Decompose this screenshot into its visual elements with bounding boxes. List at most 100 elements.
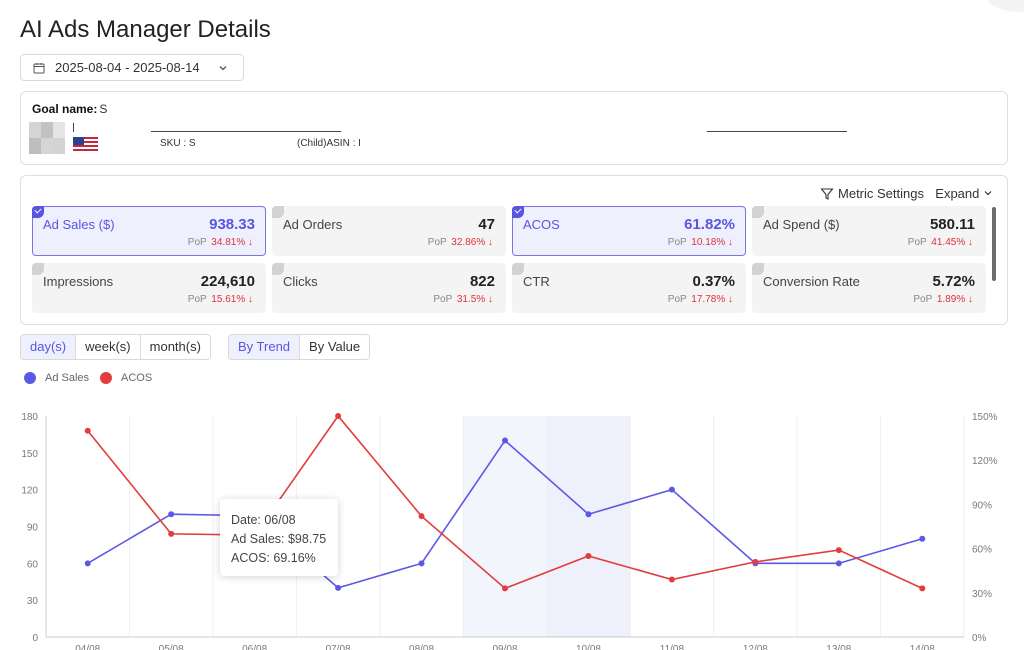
data-point-ad-sales [668, 486, 675, 493]
y-left-tick-label: 30 [27, 596, 39, 607]
metric-pop: PoP 15.61% ↓ [187, 294, 253, 305]
product-thumbnail [29, 122, 65, 154]
redacted-text [151, 131, 341, 132]
goal-name: Goal name: S [32, 102, 108, 116]
y-left-tick-label: 150 [21, 449, 38, 460]
x-tick-label: 12/08 [743, 644, 768, 650]
metric-checkbox[interactable] [512, 206, 524, 218]
metric-name: Ad Sales ($) [43, 217, 115, 232]
y-right-tick-label: 90% [972, 500, 992, 511]
legend-label-ad-sales[interactable]: Ad Sales [45, 372, 90, 384]
y-left-tick-label: 90 [27, 523, 39, 534]
y-right-tick-label: 120% [972, 456, 998, 467]
data-point-acos [919, 585, 926, 592]
redacted-text [73, 123, 74, 132]
data-point-ad-sales [168, 511, 175, 518]
view-by-value[interactable]: By Value [300, 335, 370, 359]
view-mode-toggle: By Trend By Value [228, 334, 371, 360]
data-point-ad-sales [84, 560, 91, 567]
x-tick-label: 08/08 [409, 644, 434, 650]
x-tick-label: 11/08 [660, 644, 685, 650]
metric-checkbox[interactable] [32, 206, 44, 218]
metric-tile[interactable]: Ad Spend ($) 580.11 PoP 41.45% ↓ [752, 206, 986, 256]
x-tick-label: 14/08 [910, 644, 935, 650]
metric-tile[interactable]: CTR 0.37% PoP 17.78% ↓ [512, 263, 746, 313]
metric-tile[interactable]: Conversion Rate 5.72% PoP 1.89% ↓ [752, 263, 986, 313]
granularity-week[interactable]: week(s) [76, 335, 141, 359]
metric-tile[interactable]: Ad Orders 47 PoP 32.86% ↓ [272, 206, 506, 256]
metric-name: Impressions [43, 274, 114, 289]
chart-legend: Ad Sales ACOS [24, 372, 163, 384]
data-point-acos [668, 576, 675, 583]
data-point-acos [835, 547, 842, 554]
metrics-panel: Metric Settings Expand Ad Sales ($) 938.3… [20, 175, 1008, 325]
metric-tile[interactable]: Clicks 822 PoP 31.5% ↓ [272, 263, 506, 313]
us-flag-icon [73, 137, 98, 151]
x-tick-label: 09/08 [492, 644, 517, 650]
goal-name-value: S [99, 102, 108, 116]
data-point-ad-sales [835, 560, 842, 567]
metric-name: CTR [523, 274, 550, 289]
data-point-ad-sales [919, 535, 926, 542]
granularity-month[interactable]: month(s) [140, 335, 210, 359]
data-point-ad-sales [418, 560, 425, 567]
legend-label-acos[interactable]: ACOS [121, 372, 153, 384]
granularity-day[interactable]: day(s) [21, 335, 77, 359]
data-point-ad-sales [335, 584, 342, 591]
tooltip-ad-sales: Ad Sales: $98.75 [231, 532, 327, 546]
data-point-acos [335, 413, 342, 419]
metric-checkbox[interactable] [32, 263, 44, 275]
view-by-trend[interactable]: By Trend [229, 335, 301, 359]
metric-value: 61.82% [684, 216, 735, 233]
x-tick-label: 04/08 [75, 644, 100, 650]
data-point-acos [752, 558, 759, 565]
x-tick-label: 13/08 [826, 644, 851, 650]
metric-checkbox[interactable] [272, 206, 284, 218]
metric-name: Ad Spend ($) [763, 217, 840, 232]
metric-name: Ad Orders [283, 217, 343, 232]
expand-button[interactable]: Expand [935, 186, 993, 201]
trend-chart[interactable]: 0 30 60 90 120 150 180 0% 30% 60% 90% 120% 150% 04/08… [0, 400, 1024, 650]
metric-value: 5.72% [932, 273, 975, 290]
data-point-acos [585, 552, 592, 559]
chevron-down-icon [219, 65, 227, 70]
date-range-picker[interactable]: 2025-08-04 - 2025-08-14 [20, 54, 244, 81]
tooltip-date: Date: 06/08 [231, 513, 296, 527]
legend-dot-acos[interactable] [100, 372, 113, 384]
x-tick-label: 06/08 [242, 644, 267, 650]
metric-tile[interactable]: ACOS 61.82% PoP 10.18% ↓ [512, 206, 746, 256]
metric-pop: PoP 32.86% ↓ [427, 237, 493, 248]
metric-name: Conversion Rate [763, 274, 860, 289]
legend-dot-ad-sales[interactable] [24, 372, 36, 384]
asin-label: (Child)ASIN : I [297, 138, 361, 149]
metric-name: Clicks [283, 274, 318, 289]
metric-pop: PoP 34.81% ↓ [187, 237, 253, 248]
y-left-tick-label: 60 [27, 559, 39, 570]
metric-checkbox[interactable] [512, 263, 524, 275]
sku-label: SKU : S [160, 138, 196, 149]
x-tick-label: 05/08 [159, 644, 184, 650]
data-point-acos [502, 585, 508, 592]
metric-value: 938.33 [209, 216, 255, 233]
metric-pop: PoP 17.78% ↓ [667, 294, 733, 305]
metric-value: 822 [469, 273, 495, 290]
granularity-toggle: day(s) week(s) month(s) [20, 334, 211, 360]
y-left-tick-label: 120 [21, 486, 38, 497]
data-point-ad-sales [585, 511, 592, 518]
metric-tile[interactable]: Impressions 224,610 PoP 15.61% ↓ [32, 263, 266, 313]
metric-settings-button[interactable]: Metric Settings [820, 186, 924, 201]
metric-checkbox[interactable] [752, 206, 764, 218]
y-right-tick-label: 60% [972, 545, 992, 556]
metric-checkbox[interactable] [272, 263, 284, 275]
tooltip-acos: ACOS: 69.16% [231, 551, 316, 565]
metric-pop: PoP 10.18% ↓ [667, 237, 733, 248]
metric-value: 224,610 [200, 273, 255, 290]
metric-pop: PoP 31.5% ↓ [433, 294, 493, 305]
metric-checkbox[interactable] [752, 263, 764, 275]
metric-pop: PoP 41.45% ↓ [907, 237, 973, 248]
page-title: AI Ads Manager Details [20, 16, 271, 43]
metric-value: 0.37% [692, 273, 735, 290]
metric-tile[interactable]: Ad Sales ($) 938.33 PoP 34.81% ↓ [32, 206, 266, 256]
y-right-tick-label: 30% [972, 589, 992, 600]
scrollbar[interactable] [992, 207, 996, 281]
